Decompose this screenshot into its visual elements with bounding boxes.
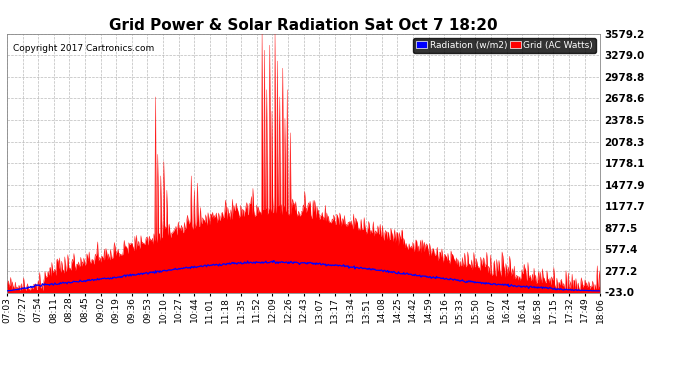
Title: Grid Power & Solar Radiation Sat Oct 7 18:20: Grid Power & Solar Radiation Sat Oct 7 1… — [109, 18, 498, 33]
Legend: Radiation (w/m2), Grid (AC Watts): Radiation (w/m2), Grid (AC Watts) — [413, 38, 595, 53]
Text: Copyright 2017 Cartronics.com: Copyright 2017 Cartronics.com — [13, 44, 154, 53]
